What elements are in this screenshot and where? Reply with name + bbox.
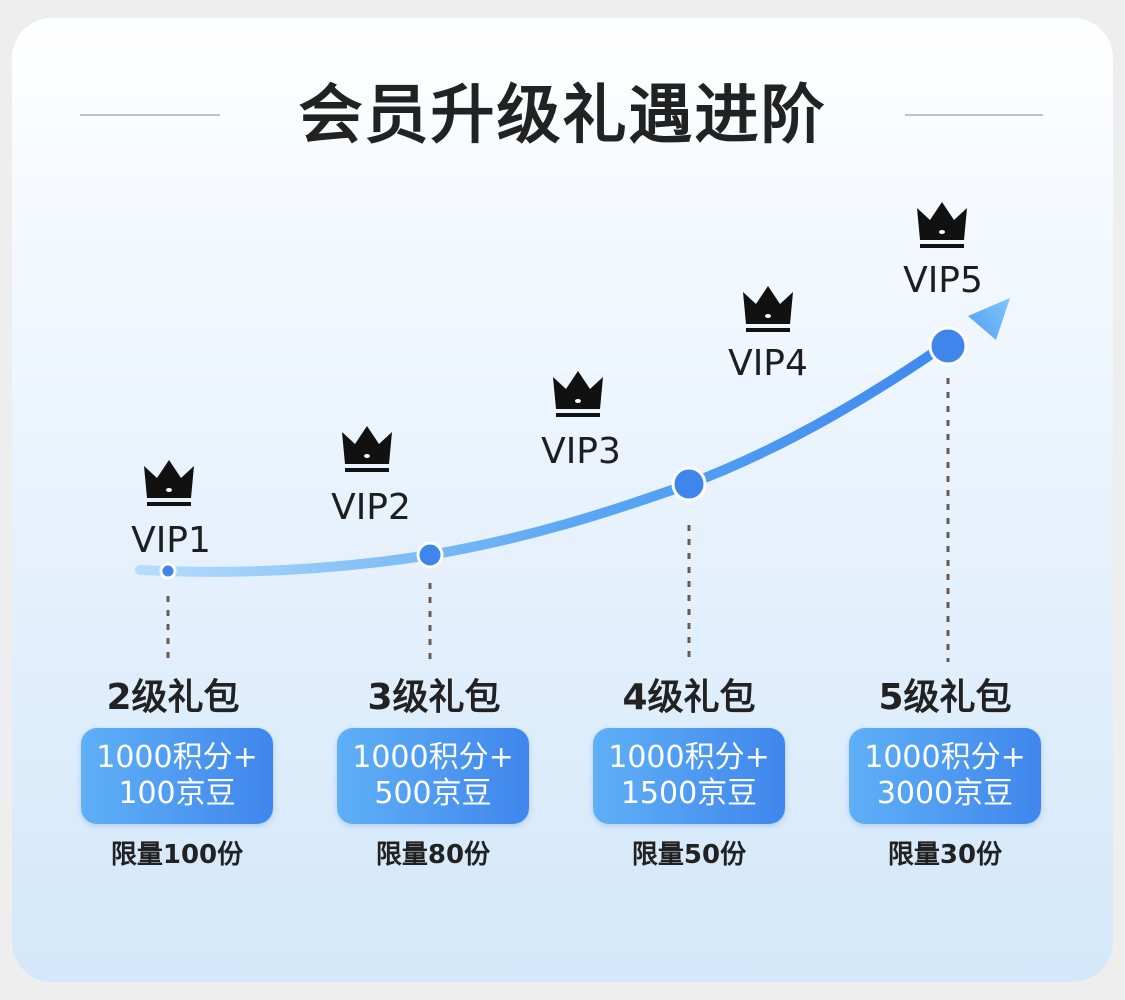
dashed-connectors xyxy=(166,378,950,662)
crown-icon xyxy=(342,426,392,472)
reward-beans: 100京豆 xyxy=(118,776,236,811)
reward-beans: 3000京豆 xyxy=(876,776,1014,811)
vip-label-5: VIP5 xyxy=(903,260,983,301)
limit-text-3: 限量50份 xyxy=(631,840,747,870)
crown-icon xyxy=(743,286,793,332)
limit-text-1: 限量100份 xyxy=(110,840,244,870)
reward-box-3[interactable]: 1000积分+ 1500京豆 xyxy=(593,728,785,824)
crown-icon xyxy=(917,202,967,248)
package-name-4: 5级礼包 xyxy=(878,677,1012,718)
dot-vip5 xyxy=(928,326,968,366)
limit-text-2: 限量80份 xyxy=(375,840,491,870)
dot-vip3 xyxy=(671,466,707,502)
reward-points: 1000积分+ xyxy=(96,740,258,775)
dot-vip1 xyxy=(159,562,177,580)
package-name-3: 4级礼包 xyxy=(622,677,756,718)
crown-icon xyxy=(553,371,603,417)
curve-arrowhead xyxy=(968,298,1010,340)
reward-beans: 500京豆 xyxy=(374,776,492,811)
growth-curve-line xyxy=(135,335,957,577)
vip-label-3: VIP3 xyxy=(541,431,621,472)
package-name-1: 2级礼包 xyxy=(106,677,240,718)
dot-vip2 xyxy=(416,541,444,569)
level-dots xyxy=(159,326,968,580)
crown-icon xyxy=(144,460,194,506)
package-name-2: 3级礼包 xyxy=(367,677,501,718)
reward-points: 1000积分+ xyxy=(352,740,514,775)
title-divider-right xyxy=(905,114,1043,116)
vip-label-1: VIP1 xyxy=(131,520,211,561)
page-title: 会员升级礼遇进阶 xyxy=(298,79,827,153)
reward-points: 1000积分+ xyxy=(608,740,770,775)
title-divider-left xyxy=(80,114,220,116)
reward-box-2[interactable]: 1000积分+ 500京豆 xyxy=(337,728,529,824)
reward-beans: 1500京豆 xyxy=(620,776,758,811)
limit-text-4: 限量30份 xyxy=(887,840,1003,870)
reward-points: 1000积分+ xyxy=(864,740,1026,775)
vip-label-4: VIP4 xyxy=(728,343,808,384)
reward-box-1[interactable]: 1000积分+ 100京豆 xyxy=(81,728,273,824)
vip-label-2: VIP2 xyxy=(331,487,411,528)
reward-box-4[interactable]: 1000积分+ 3000京豆 xyxy=(849,728,1041,824)
